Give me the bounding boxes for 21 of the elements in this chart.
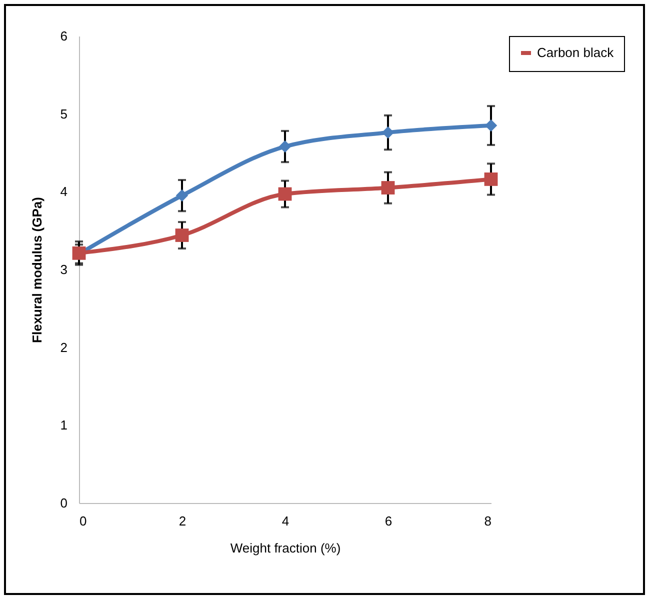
point (175, 228, 189, 242)
x-tick-label: 8 (484, 514, 492, 528)
y-tick-label: 6 (60, 28, 68, 44)
x-tick-label: 0 (80, 514, 87, 528)
y-tick-label: 3 (60, 262, 68, 277)
point (278, 187, 292, 201)
x-axis-title: Weight fraction (%) (230, 540, 341, 556)
y-tick-label: 0 (60, 496, 68, 510)
y-axis-title: Flexural modulus (GPa) (29, 197, 44, 343)
legend-label: Carbon black (537, 45, 614, 60)
point (278, 140, 292, 153)
x-tick-label: 4 (282, 514, 290, 528)
point (484, 172, 498, 186)
point (381, 181, 395, 194)
y-tick-label: 5 (60, 106, 68, 122)
point (176, 189, 188, 202)
y-tick-label: 1 (60, 418, 68, 433)
x-tick-label: 2 (178, 514, 186, 528)
x-tick-label: 6 (384, 514, 392, 528)
y-tick-label: 4 (60, 184, 68, 200)
y-tick-label: 2 (60, 340, 68, 355)
